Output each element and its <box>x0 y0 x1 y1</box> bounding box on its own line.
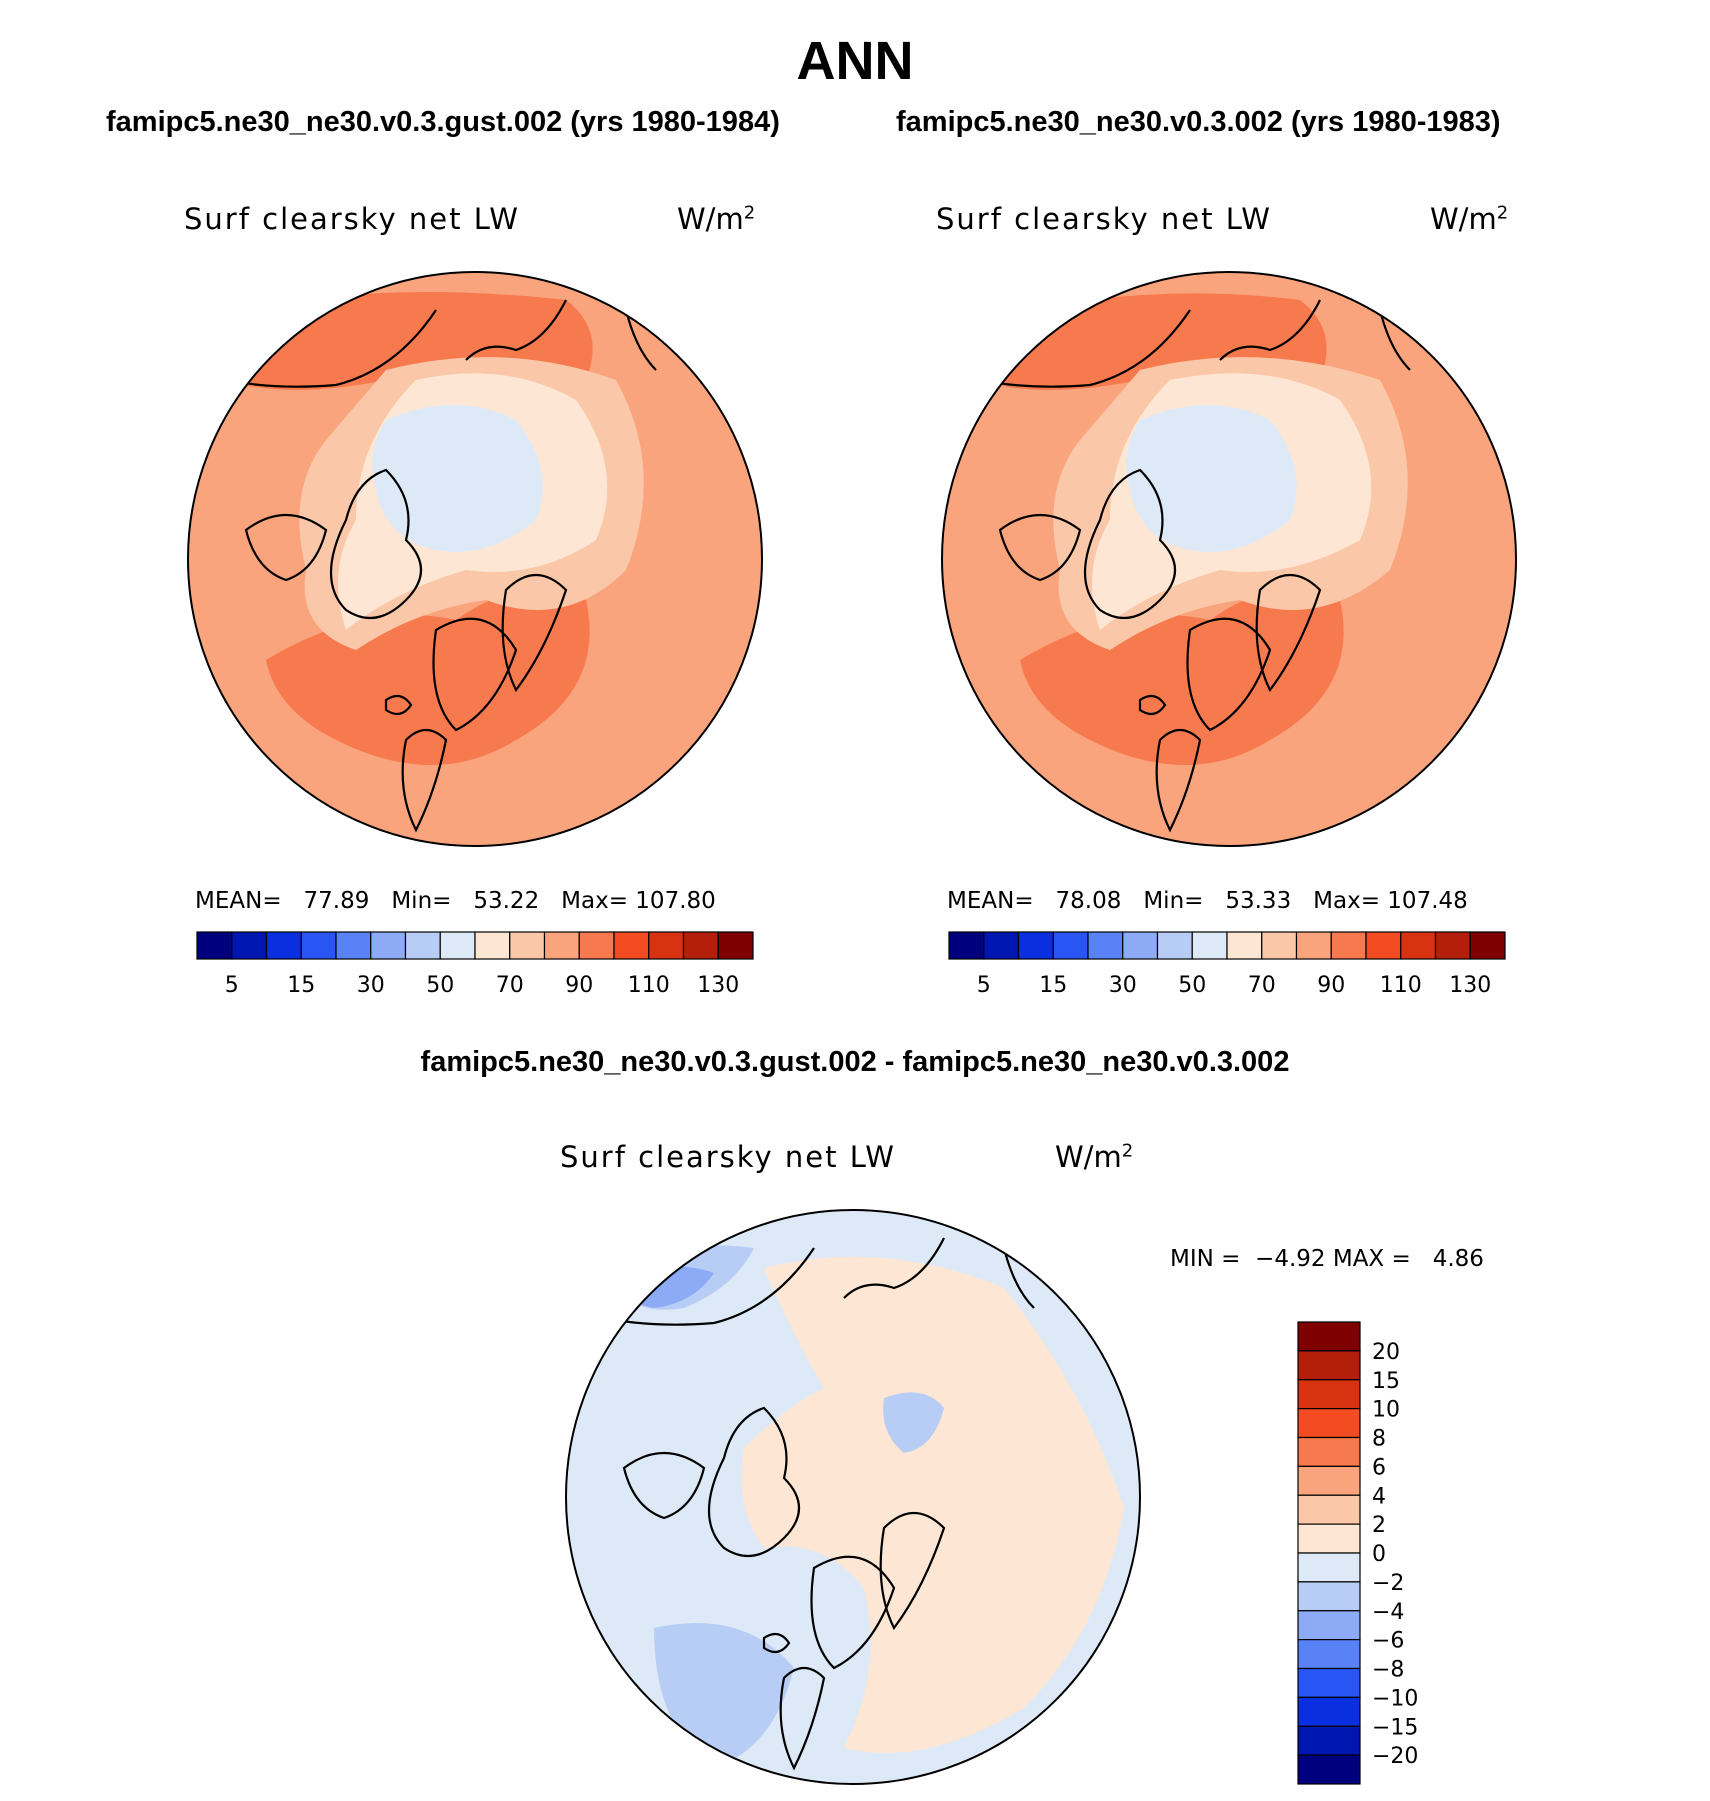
colorbar-tick-label: −8 <box>1372 1658 1404 1683</box>
colorbar-swatch <box>1017 931 1054 960</box>
colorbar-tick-label: 8 <box>1372 1427 1386 1452</box>
case-title-left: famipc5.ne30_ne30.v0.3.gust.002 (yrs 198… <box>106 106 780 138</box>
colorbar-swatch <box>1297 1379 1361 1410</box>
colorbar-right: 5 15 30 50 70 90 110 130 <box>948 931 1506 998</box>
colorbar-swatch <box>509 931 546 960</box>
stats-left: MEAN= 77.89 Min= 53.22 Max= 107.80 <box>195 888 716 914</box>
colorbar-swatch <box>1365 931 1402 960</box>
colorbar-tick-label: 15 <box>1039 973 1067 998</box>
colorbar-swatch <box>231 931 268 960</box>
colorbar-tick-label: 90 <box>1317 973 1345 998</box>
colorbar-swatch <box>1156 931 1193 960</box>
colorbar-tick-label: −2 <box>1372 1571 1404 1596</box>
case-title-right: famipc5.ne30_ne30.v0.3.002 (yrs 1980-198… <box>896 106 1501 138</box>
polar-map-right <box>941 271 1517 847</box>
colorbar-swatch <box>404 931 441 960</box>
colorbar-swatch <box>682 931 719 960</box>
colorbar-swatch <box>1122 931 1159 960</box>
colorbar-tick-label: 30 <box>1109 973 1137 998</box>
colorbar-swatch <box>983 931 1020 960</box>
colorbar-tick-label: 15 <box>1372 1369 1400 1394</box>
units-label-left: W/m2 <box>677 202 756 236</box>
colorbar-tick-label: 110 <box>628 973 670 998</box>
colorbar-swatch <box>1469 931 1506 960</box>
colorbar-tick-label: 90 <box>565 973 593 998</box>
colorbar-swatch <box>1297 1754 1361 1785</box>
colorbar-left: 5 15 30 50 70 90 110 130 <box>196 931 754 998</box>
colorbar-swatch <box>1191 931 1228 960</box>
colorbar-tick-label: 5 <box>225 973 239 998</box>
colorbar-swatch <box>1052 931 1089 960</box>
colorbar-swatch <box>1297 1639 1361 1670</box>
stats-diff: MIN = −4.92 MAX = 4.86 <box>1170 1246 1484 1272</box>
colorbar-swatch <box>1297 1321 1361 1352</box>
colorbar-swatch <box>1400 931 1437 960</box>
colorbar-swatch <box>300 931 337 960</box>
polar-map-left <box>187 271 763 847</box>
colorbar-swatch <box>1295 931 1332 960</box>
colorbar-swatch <box>648 931 685 960</box>
colorbar-tick-label: −10 <box>1372 1686 1418 1711</box>
colorbar-swatch <box>1261 931 1298 960</box>
colorbar-swatch <box>1434 931 1471 960</box>
colorbar-tick-label: 130 <box>697 973 739 998</box>
colorbar-swatch <box>265 931 302 960</box>
colorbar-tick-label: 4 <box>1372 1484 1386 1509</box>
colorbar-tick-label: −15 <box>1372 1715 1418 1740</box>
colorbar-swatch <box>543 931 580 960</box>
colorbar-swatch <box>578 931 615 960</box>
colorbar-tick-label: 5 <box>977 973 991 998</box>
colorbar-tick-label: 15 <box>287 973 315 998</box>
colorbar-swatch <box>948 931 985 960</box>
stats-right: MEAN= 78.08 Min= 53.33 Max= 107.48 <box>947 888 1468 914</box>
colorbar-swatch <box>613 931 650 960</box>
colorbar-tick-label: 70 <box>1248 973 1276 998</box>
units-label-diff: W/m2 <box>1055 1140 1134 1174</box>
colorbar-swatch <box>1297 1581 1361 1612</box>
colorbar-tick-label: −20 <box>1372 1744 1418 1769</box>
colorbar-tick-label: 50 <box>426 973 454 998</box>
colorbar-tick-label: 0 <box>1372 1542 1386 1567</box>
colorbar-swatch <box>1297 1725 1361 1756</box>
variable-label-right: Surf clearsky net LW <box>936 202 1272 236</box>
variable-label-left: Surf clearsky net LW <box>184 202 520 236</box>
colorbar-swatch <box>1330 931 1367 960</box>
colorbar-swatch <box>1297 1696 1361 1727</box>
colorbar-swatch <box>1087 931 1124 960</box>
colorbar-swatch <box>439 931 476 960</box>
colorbar-swatch <box>1297 1494 1361 1525</box>
colorbar-tick-label: −4 <box>1372 1600 1404 1625</box>
colorbar-swatch <box>474 931 511 960</box>
colorbar-swatch <box>196 931 233 960</box>
colorbar-tick-label: 30 <box>357 973 385 998</box>
colorbar-swatch <box>1297 1465 1361 1496</box>
colorbar-tick-label: 20 <box>1372 1340 1400 1365</box>
units-label-right: W/m2 <box>1430 202 1509 236</box>
colorbar-swatch <box>370 931 407 960</box>
colorbar-swatch <box>1297 1408 1361 1439</box>
colorbar-swatch <box>1297 1436 1361 1467</box>
colorbar-tick-label: 130 <box>1449 973 1491 998</box>
difference-title: famipc5.ne30_ne30.v0.3.gust.002 - famipc… <box>420 1046 1290 1078</box>
figure-title: ANN <box>796 31 914 91</box>
colorbar-tick-label: 10 <box>1372 1398 1400 1423</box>
polar-map-difference <box>565 1209 1141 1785</box>
colorbar-tick-label: 50 <box>1178 973 1206 998</box>
colorbar-tick-label: 70 <box>496 973 524 998</box>
variable-label-diff: Surf clearsky net LW <box>560 1140 896 1174</box>
colorbar-tick-label: 6 <box>1372 1455 1386 1480</box>
colorbar-tick-label: 110 <box>1380 973 1422 998</box>
colorbar-swatch <box>1297 1610 1361 1641</box>
colorbar-tick-label: −6 <box>1372 1629 1404 1654</box>
colorbar-tick-label: 2 <box>1372 1513 1386 1538</box>
colorbar-swatch <box>335 931 372 960</box>
colorbar-swatch <box>1226 931 1263 960</box>
colorbar-swatch <box>1297 1552 1361 1583</box>
colorbar-swatch <box>1297 1667 1361 1698</box>
colorbar-swatch <box>1297 1523 1361 1554</box>
colorbar-swatch <box>717 931 754 960</box>
colorbar-swatch <box>1297 1350 1361 1381</box>
